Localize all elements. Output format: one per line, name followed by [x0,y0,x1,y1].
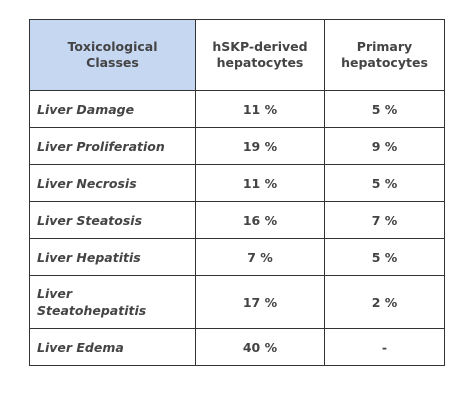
primary-value-cell: 5 % [324,238,445,276]
class-cell: Liver Steatohepatitis [29,275,196,329]
class-cell: Liver Hepatitis [29,238,196,276]
primary-value-cell: 7 % [324,201,445,239]
header-row: Toxicological Classes hSKP-derived hepat… [29,19,445,91]
class-cell: Liver Damage [29,90,196,128]
class-cell: Liver Proliferation [29,127,196,165]
hskp-value-cell: 19 % [195,127,325,165]
hskp-value-cell: 11 % [195,164,325,202]
table-header: Toxicological Classes hSKP-derived hepat… [29,19,445,91]
hskp-value-cell: 17 % [195,275,325,329]
primary-value-cell: 9 % [324,127,445,165]
table-row-liver-necrosis: Liver Necrosis 11 % 5 % [29,164,445,202]
primary-value-cell: 5 % [324,90,445,128]
hskp-value-cell: 7 % [195,238,325,276]
table-row-liver-steatosis: Liver Steatosis 16 % 7 % [29,201,445,239]
class-cell: Liver Edema [29,328,196,366]
header-primary-hepatocytes: Primary hepatocytes [324,19,445,91]
class-cell: Liver Steatosis [29,201,196,239]
primary-value-cell: 2 % [324,275,445,329]
table-row-liver-hepatitis: Liver Hepatitis 7 % 5 % [29,238,445,276]
table-row-liver-steatohepatitis: Liver Steatohepatitis 17 % 2 % [29,275,445,329]
header-hskp-derived-hepatocytes: hSKP-derived hepatocytes [195,19,325,91]
table-row-liver-edema: Liver Edema 40 % - [29,328,445,366]
header-toxicological-classes: Toxicological Classes [29,19,196,91]
primary-value-cell: 5 % [324,164,445,202]
table-row-liver-proliferation: Liver Proliferation 19 % 9 % [29,127,445,165]
hskp-value-cell: 40 % [195,328,325,366]
table-body: Liver Damage 11 % 5 % Liver Proliferatio… [29,90,445,366]
hskp-value-cell: 16 % [195,201,325,239]
table-row-liver-damage: Liver Damage 11 % 5 % [29,90,445,128]
hskp-value-cell: 11 % [195,90,325,128]
class-cell: Liver Necrosis [29,164,196,202]
primary-value-cell: - [324,328,445,366]
toxicology-table: Toxicological Classes hSKP-derived hepat… [29,19,445,366]
